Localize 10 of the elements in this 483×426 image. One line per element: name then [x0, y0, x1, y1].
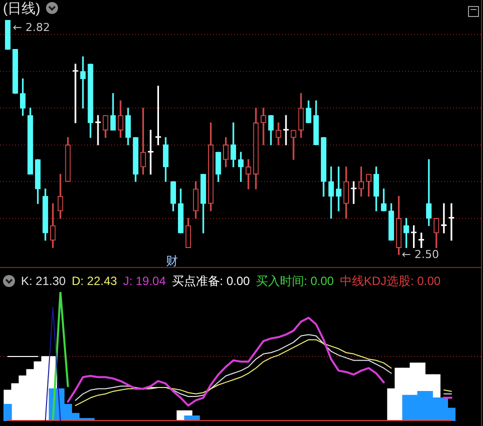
annotation: ← 2.82	[12, 21, 50, 34]
annotation: ← 2.50	[402, 248, 439, 261]
text: 买入时间: 0.00	[256, 274, 334, 288]
text: 买点准备: 0.00	[172, 274, 250, 288]
text: J: 19.04	[123, 274, 166, 288]
text: 中线KDJ选股: 0.00	[340, 274, 441, 288]
annotation: 财	[166, 253, 178, 270]
text: D: 22.43	[72, 274, 118, 288]
chart-title: (日线)	[3, 0, 40, 16]
text: K: 21.30	[21, 274, 66, 288]
